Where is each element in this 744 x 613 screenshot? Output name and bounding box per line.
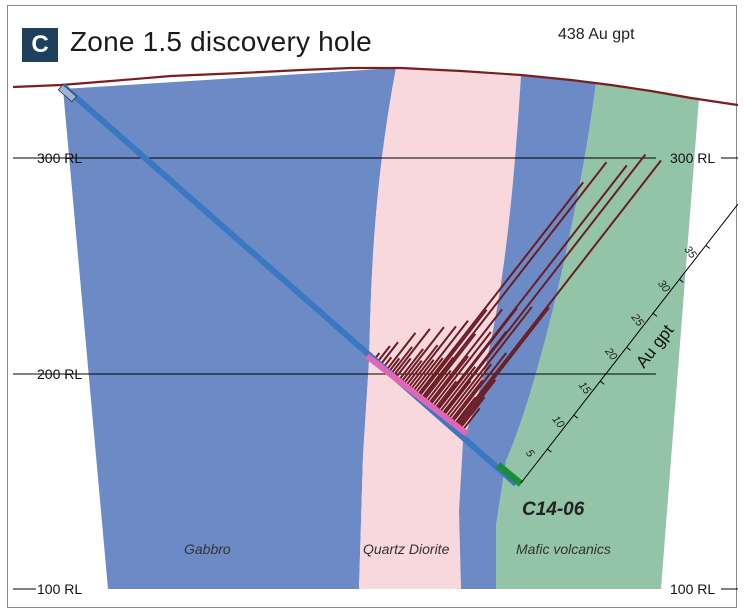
au-scale-axis — [520, 203, 738, 484]
cross-section-diagram: 300 RL 300 RL 200 RL 100 RL 100 RL 51015… — [12, 26, 738, 597]
au-scale-tick — [652, 312, 658, 317]
gabbro-label: Gabbro — [184, 541, 231, 557]
mafic-volcanics-unit — [496, 83, 699, 589]
assay-bar — [421, 161, 608, 400]
assay-bar — [414, 357, 444, 395]
assay-bar — [385, 332, 417, 372]
mineralised-interval — [365, 353, 469, 437]
hole-id-label: C14-06 — [522, 499, 585, 520]
figure-frame: 300 RL 300 RL 200 RL 100 RL 100 RL 5 10 15… — [7, 5, 738, 608]
quartz-diorite-unit — [359, 68, 521, 589]
assay-bar — [445, 306, 533, 419]
au-scale-tick — [705, 245, 711, 249]
assay-bar — [418, 309, 488, 398]
quartz-diorite-label: Quartz Diorite — [363, 541, 450, 557]
au-scale-tick — [547, 448, 552, 453]
assay-bar — [394, 357, 412, 379]
assay-bar — [397, 348, 424, 382]
assay-bar — [451, 352, 508, 423]
peak-value-label: 438 Au gpt — [558, 26, 635, 43]
assay-bar — [425, 369, 452, 403]
mafic-volcanics-label: Mafic volcanics — [516, 541, 611, 557]
collar-marker — [57, 84, 78, 103]
rl200-label-left: 200 RL — [37, 366, 82, 382]
assay-bar — [407, 325, 457, 389]
assay-bar — [447, 363, 493, 420]
assay-bar — [431, 331, 492, 408]
assay-bar — [434, 380, 458, 410]
assay-bar — [453, 396, 477, 425]
assay-bar — [409, 359, 435, 391]
assay-bar — [454, 159, 662, 426]
assay-bar — [429, 355, 469, 406]
assay-bar — [423, 333, 477, 401]
assay-bar — [392, 328, 431, 377]
assay-bar — [441, 330, 508, 415]
assay-bar — [449, 379, 484, 422]
assay-bar — [435, 164, 628, 411]
assay-bars — [372, 153, 662, 431]
rl100-label-right: 100 RL — [670, 581, 715, 597]
rl100-label-left: 100 RL — [37, 581, 82, 597]
drillhole-trace — [61, 83, 518, 487]
assay-bar — [427, 308, 503, 405]
assay-bar — [459, 396, 486, 430]
topography-line — [12, 66, 738, 107]
assay-bar — [389, 346, 413, 376]
assay-bar — [457, 379, 497, 428]
au-scale-tick — [573, 414, 579, 419]
assay-bar — [461, 407, 481, 431]
assay-bar — [441, 153, 647, 416]
panel-letter-badge: C — [22, 28, 58, 62]
gabbro-unit — [63, 68, 396, 589]
assay-bar — [400, 326, 445, 384]
assay-bar — [456, 307, 550, 427]
panel-title: Zone 1.5 discovery hole — [70, 26, 372, 57]
au-scale-tick — [599, 380, 605, 385]
hole-end-segment — [495, 462, 524, 487]
assay-bar — [404, 344, 439, 387]
assay-bar — [416, 181, 585, 396]
rl300-label-right: 300 RL — [670, 150, 715, 166]
au-scale-tick — [626, 346, 631, 351]
assay-bar — [411, 319, 469, 393]
assay-bar — [402, 359, 423, 385]
assay-bar — [378, 341, 399, 367]
assay-bar — [438, 366, 476, 414]
au-scale-tick — [679, 278, 684, 283]
rl300-label-left: 300 RL — [37, 150, 82, 166]
